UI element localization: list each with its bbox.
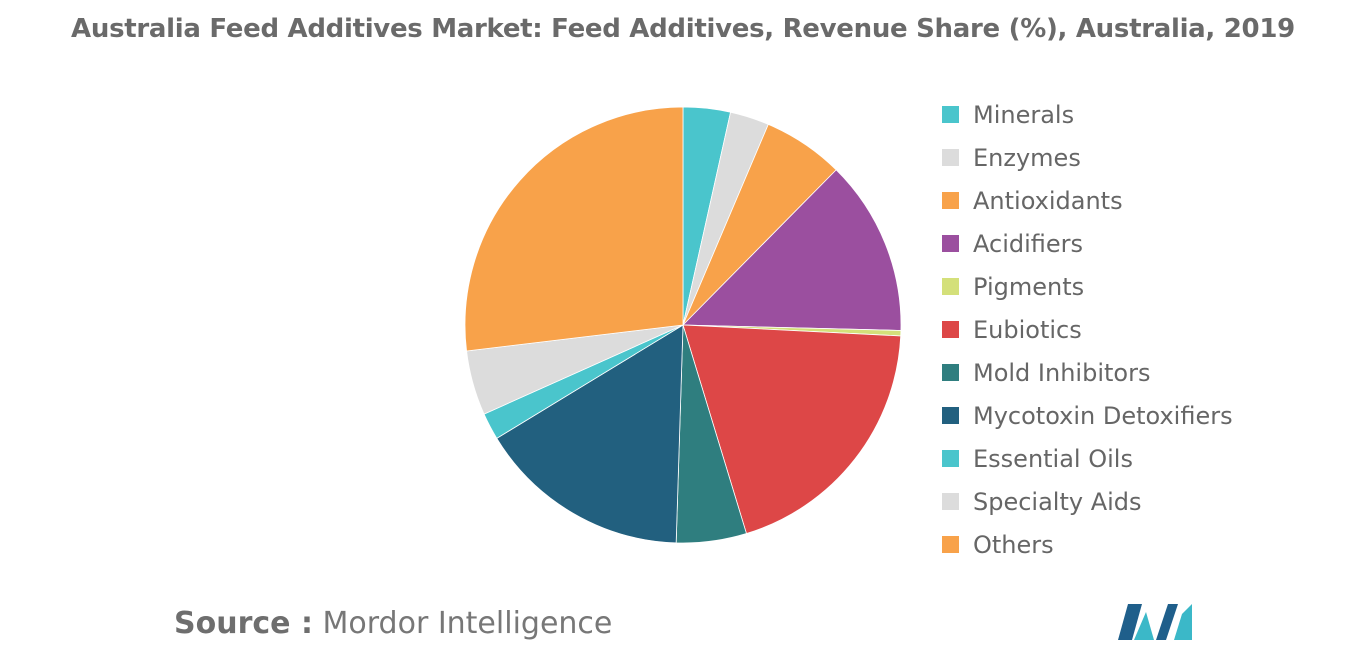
source-prefix: Source : [174, 606, 313, 641]
legend-swatch [942, 364, 959, 381]
legend-item-mold-inhibitors: Mold Inhibitors [942, 351, 1233, 394]
legend-swatch [942, 192, 959, 209]
legend-label: Enzymes [973, 143, 1081, 172]
pie-slice-eubiotics [682, 324, 902, 535]
legend-item-enzymes: Enzymes [942, 136, 1233, 179]
legend-swatch [942, 235, 959, 252]
legend-swatch [942, 450, 959, 467]
legend-label: Specialty Aids [973, 487, 1142, 516]
legend-label: Essential Oils [973, 444, 1133, 473]
legend-label: Antioxidants [973, 186, 1123, 215]
legend-label: Mycotoxin Detoxifiers [973, 401, 1233, 430]
legend-swatch [942, 407, 959, 424]
legend-item-specialty-aids: Specialty Aids [942, 480, 1233, 523]
legend-label: Pigments [973, 272, 1085, 301]
source-note: Source : Mordor Intelligence [174, 606, 612, 641]
legend-item-minerals: Minerals [942, 93, 1233, 136]
pie-slice-others [464, 106, 684, 352]
legend-label: Acidifiers [973, 229, 1084, 258]
legend-swatch [942, 106, 959, 123]
legend-item-mycotoxin-detoxifiers: Mycotoxin Detoxifiers [942, 394, 1233, 437]
legend-label: Eubiotics [973, 315, 1082, 344]
legend-swatch [942, 278, 959, 295]
legend-label: Mold Inhibitors [973, 358, 1151, 387]
legend-swatch [942, 149, 959, 166]
legend-label: Minerals [973, 100, 1075, 129]
legend-item-essential-oils: Essential Oils [942, 437, 1233, 480]
pie-slice-acidifiers [682, 169, 902, 331]
chart-legend: Minerals Enzymes Antioxidants Acidifiers Pig… [942, 93, 1233, 566]
legend-label: Others [973, 530, 1054, 559]
legend-item-acidifiers: Acidifiers [942, 222, 1233, 265]
legend-swatch [942, 321, 959, 338]
legend-item-pigments: Pigments [942, 265, 1233, 308]
legend-swatch [942, 536, 959, 553]
legend-swatch [942, 493, 959, 510]
legend-item-eubiotics: Eubiotics [942, 308, 1233, 351]
pie-slice-mycotoxin-detoxifiers [496, 324, 684, 544]
legend-item-antioxidants: Antioxidants [942, 179, 1233, 222]
legend-item-others: Others [942, 523, 1233, 566]
chart-title: Australia Feed Additives Market: Feed Ad… [71, 14, 1295, 44]
mordor-intelligence-logo-icon [1118, 604, 1192, 640]
source-name: Mordor Intelligence [322, 606, 613, 641]
